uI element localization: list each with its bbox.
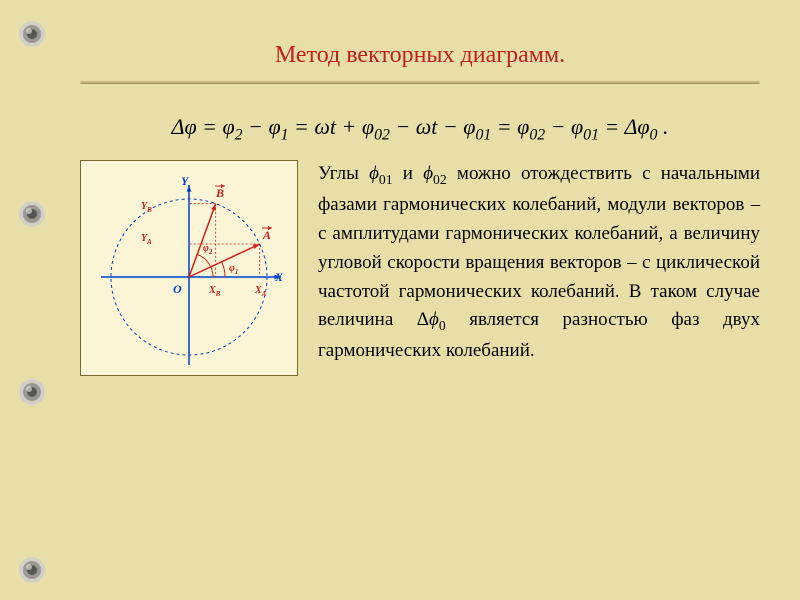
svg-text:YB: YB: [141, 201, 152, 214]
svg-text:YA: YA: [141, 233, 152, 246]
equation: Δφ = φ2 − φ1 = ωt + φ02 − ωt − φ01 = φ02…: [0, 84, 800, 154]
binder-rivet: [18, 378, 46, 406]
svg-text:φ1: φ1: [229, 263, 238, 276]
body-paragraph: Углы ϕ01 и ϕ02 можно отождествить с нача…: [318, 160, 760, 366]
svg-text:O: O: [173, 282, 182, 296]
vector-diagram: YXOBAYBYAXAXBφ1φ2: [80, 160, 298, 376]
binder-rivet: [18, 556, 46, 584]
binder-rivet: [18, 20, 46, 48]
svg-text:XB: XB: [208, 285, 221, 298]
slide-title: Метод векторных диаграмм.: [0, 0, 800, 81]
svg-text:φ2: φ2: [203, 243, 213, 256]
svg-text:A: A: [262, 228, 271, 242]
svg-text:X: X: [274, 270, 284, 284]
svg-text:B: B: [215, 186, 224, 200]
binder-rivet: [18, 200, 46, 228]
svg-text:XA: XA: [254, 285, 267, 298]
